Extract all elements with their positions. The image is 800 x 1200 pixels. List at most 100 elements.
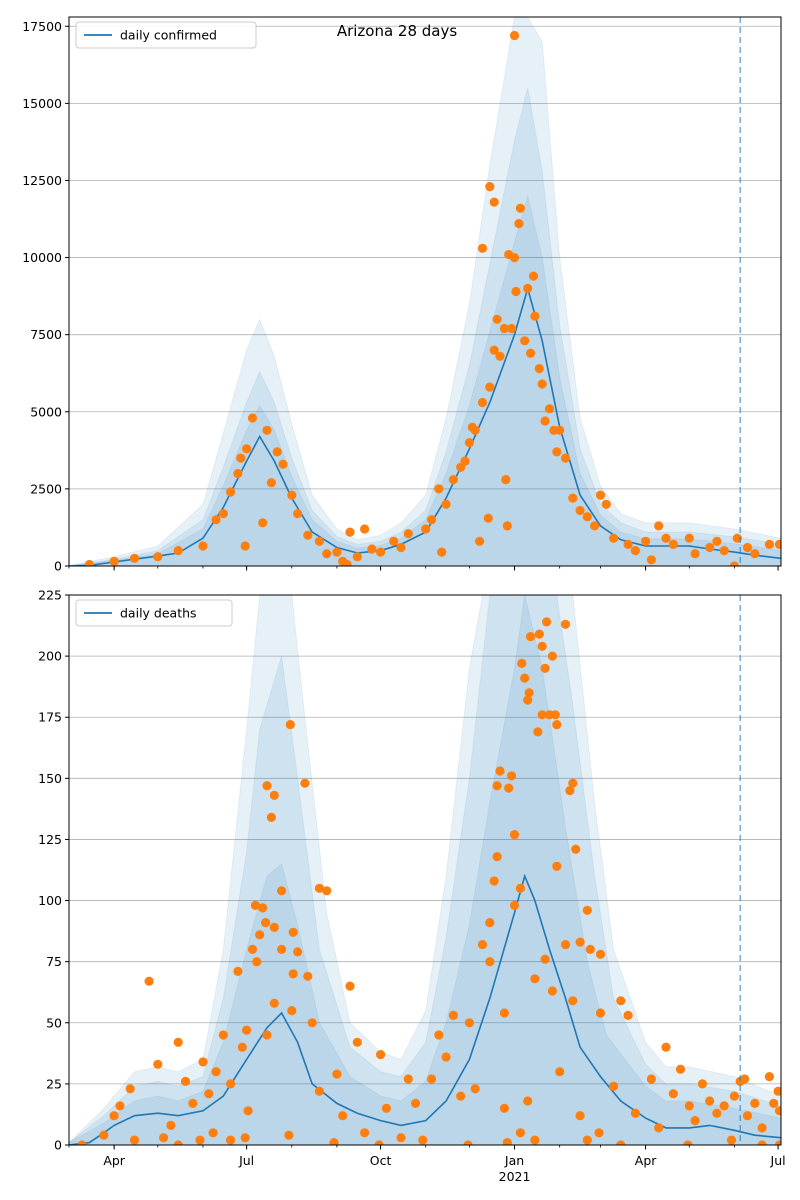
deaths-data-point	[555, 1067, 565, 1077]
deaths-data-point	[523, 695, 533, 705]
deaths-data-point	[668, 1089, 678, 1099]
deaths-data-point	[180, 1076, 191, 1086]
legend-box	[75, 599, 233, 627]
deaths-data-point	[774, 1106, 781, 1116]
deaths-data-point	[300, 778, 310, 788]
confirmed-data-point	[492, 314, 502, 324]
confirmed-data-point	[712, 536, 722, 546]
deaths-data-point	[764, 1072, 775, 1082]
confidence-band-inner	[69, 193, 781, 566]
deaths-data-point	[243, 1106, 253, 1116]
confirmed-data-point	[287, 490, 297, 500]
confidence-band-outer	[69, 17, 781, 566]
deaths-data-point	[595, 949, 606, 959]
deaths-data-point	[585, 944, 595, 955]
confirmed-data-point	[641, 536, 651, 546]
deaths-data-point	[266, 812, 276, 823]
x-tick-label: Jul	[238, 1153, 254, 1168]
deaths-data-point	[198, 1057, 208, 1067]
deaths-data-point	[464, 1018, 474, 1028]
deaths-data-point	[757, 1140, 767, 1145]
deaths-data-point	[261, 918, 271, 928]
deaths-data-point	[568, 996, 578, 1006]
deaths-data-point	[750, 1098, 760, 1108]
confirmed-data-point	[764, 539, 775, 550]
confirmed-data-point	[272, 447, 282, 457]
confirmed-data-point	[477, 243, 488, 253]
y-tick-label: 100	[38, 893, 62, 908]
legend-box	[75, 21, 257, 49]
deaths-data-point	[774, 1140, 781, 1145]
deaths-data-point	[242, 1025, 252, 1035]
confirmed-data-point	[226, 487, 236, 497]
confirmed-data-point	[218, 508, 228, 519]
confirmed-data-point	[609, 533, 619, 543]
confirmed-data-point	[467, 422, 477, 432]
confirmed-data-point	[485, 382, 495, 392]
y-tick-label: 150	[38, 771, 62, 786]
deaths-data-point	[77, 1140, 87, 1145]
confirmed-data-point	[293, 508, 303, 519]
deaths-data-point	[499, 1103, 509, 1113]
confirmed-data-point	[495, 351, 505, 361]
deaths-data-point	[575, 937, 585, 947]
deaths-data-point	[240, 1133, 250, 1143]
confirmed-data-point	[342, 559, 352, 566]
deaths-data-point	[594, 1128, 604, 1138]
confirmed-data-point	[441, 499, 451, 509]
confirmed-data-point	[376, 547, 386, 557]
deaths-data-point	[237, 1042, 247, 1052]
y-tick-label: 10000	[22, 250, 62, 265]
deaths-data-point	[115, 1101, 125, 1111]
confirmed-data-point	[153, 552, 163, 562]
y-tick-label: 12500	[22, 173, 62, 188]
deaths-plot-area	[69, 595, 781, 1145]
deaths-data-point	[255, 930, 265, 940]
axes-frame	[68, 16, 782, 567]
deaths-data-point	[262, 781, 272, 791]
chart-title: Arizona 28 days	[337, 22, 458, 40]
deaths-data-point	[575, 1111, 585, 1121]
deaths-data-point	[515, 883, 526, 893]
confirmed-data-point	[654, 521, 664, 531]
deaths-data-point	[547, 651, 558, 661]
deaths-data-point	[188, 1098, 198, 1108]
deaths-data-point	[381, 1103, 391, 1113]
confirmed-data-point	[668, 539, 678, 550]
deaths-data-point	[204, 1089, 214, 1099]
confirmed-data-point	[483, 513, 493, 523]
x-tick-label: Apr	[103, 1153, 125, 1168]
confirmed-data-point	[477, 397, 488, 408]
confirmed-data-point	[499, 323, 509, 334]
confirmed-data-point	[489, 197, 499, 207]
confirmed-data-point	[475, 536, 485, 546]
deaths-data-point	[552, 720, 562, 730]
deaths-data-point	[434, 1030, 444, 1040]
deaths-data-point	[537, 641, 547, 651]
confirmed-data-point	[630, 546, 641, 556]
confirmed-data-point	[595, 490, 606, 500]
deaths-data-point	[571, 844, 581, 854]
deaths-data-point	[719, 1101, 729, 1111]
confirmed-data-point	[266, 478, 276, 488]
confidence-band-middle	[69, 595, 781, 1145]
deaths-data-point	[530, 974, 540, 984]
deaths-data-point	[314, 883, 324, 893]
deaths-data-point	[269, 790, 279, 801]
deaths-data-point	[492, 781, 502, 791]
deaths-data-point	[159, 1133, 169, 1143]
confirmed-data-point	[526, 348, 536, 358]
x-tick-label: Jan	[504, 1153, 524, 1168]
deaths-data-point	[675, 1064, 686, 1074]
confirmed-data-point	[485, 182, 495, 192]
deaths-data-point	[374, 1140, 384, 1145]
confirmed-data-point	[129, 553, 140, 563]
deaths-legend: daily deaths	[75, 599, 233, 627]
confirmed-data-point	[511, 286, 521, 297]
deaths-data-point	[550, 710, 560, 720]
deaths-data-point	[542, 617, 552, 627]
deaths-data-point	[757, 1123, 767, 1133]
confirmed-data-point	[240, 541, 250, 551]
deaths-data-point	[226, 1079, 236, 1089]
confirmed-data-point	[502, 521, 512, 531]
